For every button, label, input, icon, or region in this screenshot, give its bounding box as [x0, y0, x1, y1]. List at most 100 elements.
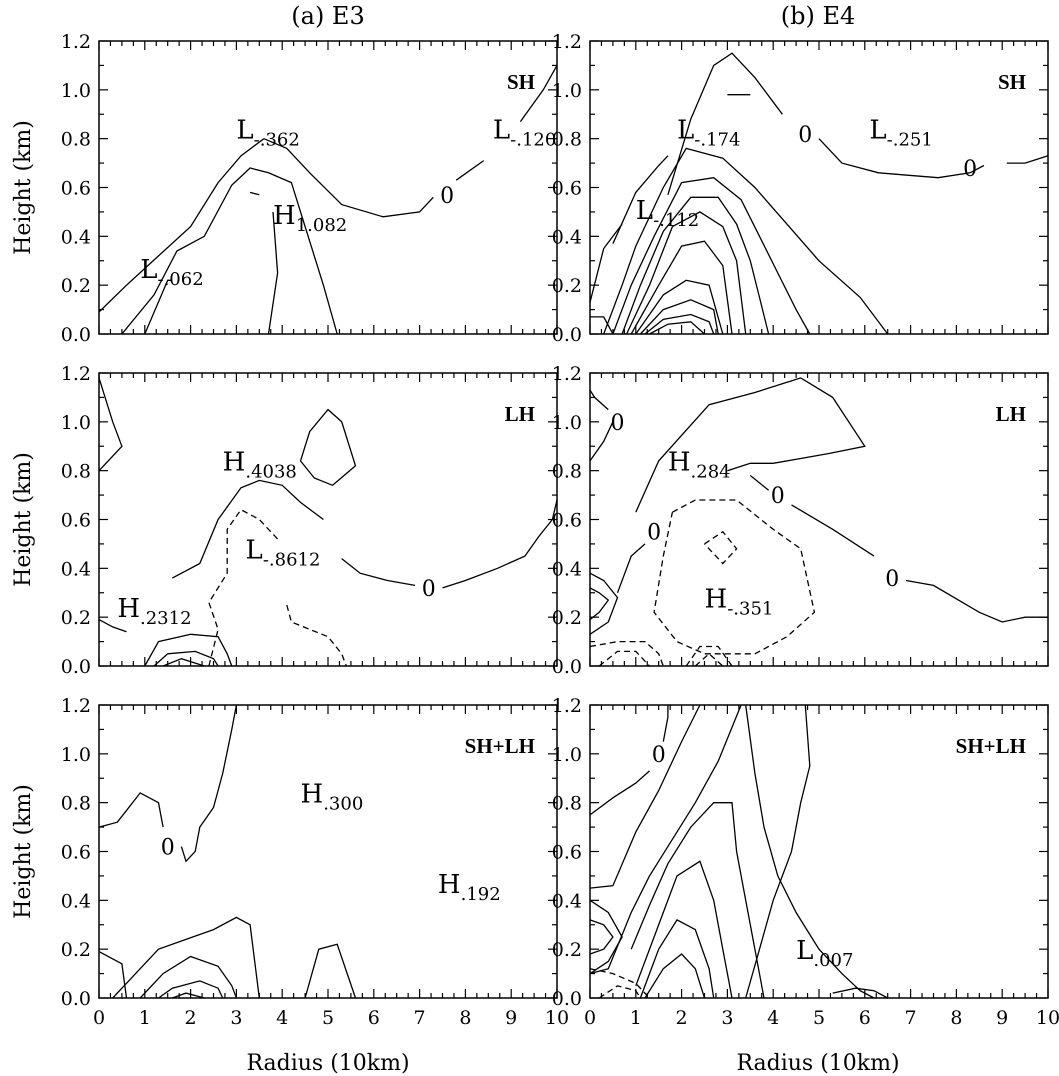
contour-line-negative — [704, 530, 738, 565]
contour-line — [603, 147, 889, 335]
contour-line — [98, 138, 265, 313]
panel-variable-label: SH — [998, 70, 1026, 94]
y-tick-label: 0.0 — [61, 656, 91, 678]
y-axis-label: Height (km) — [11, 120, 36, 255]
zero-contour-label: 0 — [885, 567, 899, 592]
contour-line — [635, 860, 733, 999]
zero-contour-label: 0 — [161, 836, 175, 861]
y-tick-label: 0.0 — [552, 988, 582, 1010]
panel-e4-lh: 0.0 0.2 0.4 0.6 0.8 1.0 1.2 LH H.284 H-.351 0 0 0 0 — [552, 363, 1049, 678]
panel-frame — [98, 40, 558, 335]
extrema-value: -.351 — [727, 598, 773, 619]
y-tick-label: 0.2 — [552, 607, 582, 629]
contour-line — [171, 479, 324, 579]
y-tick-label: 0.6 — [552, 842, 582, 864]
contour-line-negative — [598, 985, 641, 999]
high-marker: H.300 — [301, 780, 364, 815]
extrema-value: .192 — [461, 884, 501, 905]
extrema-value: -.251 — [887, 130, 933, 151]
extrema-value: -.362 — [254, 130, 300, 151]
contour-line — [172, 992, 205, 999]
contour-line-negative — [685, 645, 733, 667]
contour-line — [630, 802, 765, 999]
contour-line — [749, 474, 770, 491]
contour-line — [267, 211, 279, 335]
x-axis-label-right: Radius (10km) — [736, 1051, 899, 1076]
extrema-value: .007 — [813, 950, 853, 971]
y-tick-label: 0.2 — [61, 607, 91, 629]
contour-line — [662, 705, 669, 742]
high-marker: H1.082 — [273, 201, 347, 236]
panel-e3-lh: 0.0 0.2 0.4 0.6 0.8 1.0 1.2 Height (km) LH H.4038… — [11, 363, 558, 678]
y-tick-label: 0.4 — [61, 226, 91, 248]
y-tick-label: 0.8 — [61, 461, 91, 483]
panel-e3-shlh: 0.0 0.2 0.4 0.6 0.8 1.0 1.2 0 1 2 3 4 5 6 7 8 9 10 Height … — [11, 695, 569, 1029]
y-tick-label: 1.2 — [61, 363, 91, 385]
y-tick-label: 0.4 — [552, 890, 582, 912]
contour-line-negative — [694, 652, 724, 667]
zero-contour-label: 0 — [610, 411, 624, 436]
y-tick-label: 1.0 — [552, 744, 582, 766]
y-tick-label: 0.4 — [552, 558, 582, 580]
y-axis-label: Height (km) — [11, 452, 36, 587]
contour-line — [162, 658, 205, 667]
zero-contour-label: 0 — [771, 484, 785, 509]
contour-line — [121, 167, 338, 335]
x-tick-label: 6 — [859, 1007, 871, 1029]
contour-line — [621, 196, 770, 335]
x-tick-label: 0 — [93, 1007, 105, 1029]
panel-e4-sh: 0.0 0.2 0.4 0.6 0.8 1.0 1.2 SH L-.174 L-.251 L-.11… — [552, 31, 1049, 346]
contour-line — [589, 389, 609, 411]
column-title-e4: (b) E4 — [781, 2, 856, 30]
contour-line-negative — [589, 640, 664, 667]
x-tick-label: 1 — [139, 1007, 151, 1029]
x-tick-label: 4 — [276, 1007, 288, 1029]
zero-contour-label: 0 — [422, 577, 436, 602]
contour-line — [589, 704, 701, 889]
extrema-value: -.120 — [510, 130, 556, 151]
extrema-value: .284 — [691, 462, 731, 483]
y-tick-label: 0.0 — [61, 988, 91, 1010]
contour-line — [644, 953, 706, 999]
y-tick-label: 1.2 — [552, 31, 582, 53]
y-tick-label: 1.2 — [552, 695, 582, 717]
contour-line — [589, 223, 623, 303]
x-tick-label: 3 — [721, 1007, 733, 1029]
contour-line-negative — [598, 650, 650, 667]
y-tick-label: 1.2 — [61, 695, 91, 717]
contour-line — [455, 160, 485, 181]
low-marker: L.007 — [796, 936, 853, 971]
panel-variable-label: SH+LH — [465, 734, 535, 758]
extrema-value: -.112 — [653, 210, 699, 231]
contour-line — [745, 704, 875, 999]
y-tick-label: 0.2 — [552, 275, 582, 297]
contour-line-negative — [286, 604, 347, 667]
y-tick-label: 0.8 — [61, 129, 91, 151]
y-tick-label: 0.8 — [552, 129, 582, 151]
contour-line — [153, 650, 219, 667]
contour-line-negative — [589, 968, 650, 999]
y-tick-label: 0.0 — [61, 324, 91, 346]
contour-line — [144, 279, 173, 335]
zero-contour-label: 0 — [963, 157, 977, 182]
x-tick-label: 1 — [630, 1007, 642, 1029]
contour-line — [639, 299, 719, 335]
contour-line — [612, 177, 811, 335]
y-tick-label: 1.0 — [61, 412, 91, 434]
contour-line — [745, 704, 811, 999]
y-tick-label: 0.2 — [61, 275, 91, 297]
y-tick-label: 0.2 — [552, 939, 582, 961]
contour-line — [98, 377, 123, 472]
contour-line — [341, 558, 416, 587]
x-tick-label: 7 — [905, 1007, 917, 1029]
high-marker: H.4038 — [223, 448, 297, 483]
extrema-value: .2312 — [140, 608, 192, 629]
y-tick-label: 0.6 — [552, 178, 582, 200]
contour-line — [589, 704, 742, 975]
x-tick-label: 5 — [813, 1007, 825, 1029]
high-marker: H.192 — [438, 870, 501, 905]
y-tick-label: 0.8 — [61, 793, 91, 815]
high-marker: H.2312 — [117, 594, 191, 629]
low-marker: L-.251 — [869, 116, 932, 151]
